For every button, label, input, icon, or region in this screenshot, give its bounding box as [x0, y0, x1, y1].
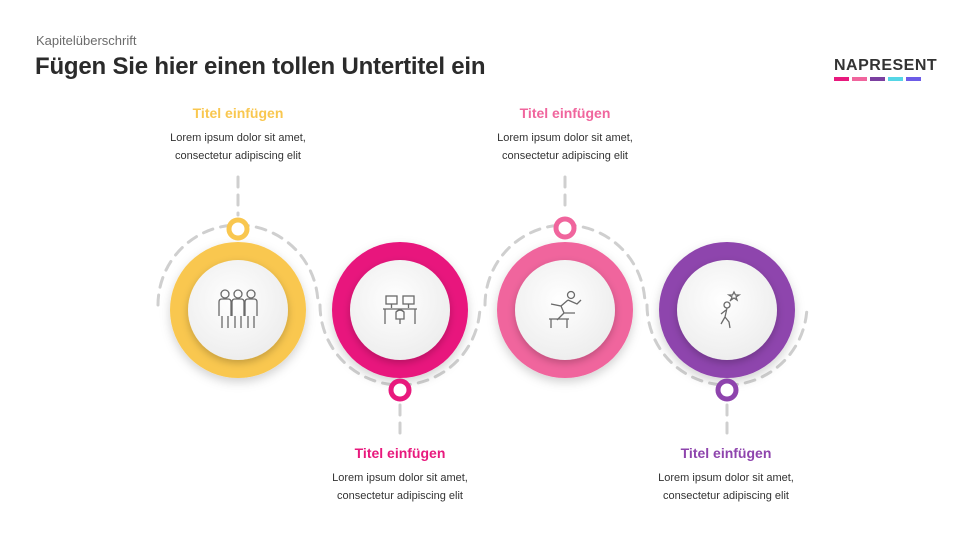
- step-4-node: [645, 242, 809, 437]
- brand-logo: NAPRESENT: [834, 57, 938, 81]
- step-description: Lorem ipsum dolor sit amet, consectetur …: [465, 129, 665, 165]
- step-2-text: Titel einfügen Lorem ipsum dolor sit ame…: [300, 445, 500, 505]
- step-description-line: consectetur adipiscing elit: [175, 150, 301, 162]
- step-3-text: Titel einfügen Lorem ipsum dolor sit ame…: [465, 105, 665, 165]
- step-4-text: Titel einfügen Lorem ipsum dolor sit ame…: [626, 445, 826, 505]
- step-title: Titel einfügen: [354, 445, 446, 461]
- step-description-line: Lorem ipsum dolor sit amet,: [658, 472, 794, 484]
- logo-bar: [870, 77, 885, 81]
- logo-bar: [888, 77, 903, 81]
- chapter-heading: Kapitelüberschrift: [36, 33, 137, 48]
- step-1-text: Titel einfügen Lorem ipsum dolor sit ame…: [138, 105, 338, 165]
- step-description: Lorem ipsum dolor sit amet, consectetur …: [300, 469, 500, 505]
- step-2-node: [318, 242, 482, 437]
- hurdle-runner-icon: [549, 290, 582, 328]
- step-description-line: consectetur adipiscing elit: [502, 150, 628, 162]
- step-description-line: consectetur adipiscing elit: [337, 490, 463, 502]
- step-title: Titel einfügen: [519, 105, 611, 121]
- step-description-line: Lorem ipsum dolor sit amet,: [497, 132, 633, 144]
- logo-bar: [906, 77, 921, 81]
- step-3-node: [483, 175, 647, 378]
- step-description-line: Lorem ipsum dolor sit amet,: [332, 472, 468, 484]
- inner-disc: [515, 260, 615, 360]
- logo-bar: [852, 77, 867, 81]
- goal-reach-icon: [720, 290, 742, 329]
- logo-text: NAPRESENT: [834, 57, 938, 74]
- step-title: Titel einfügen: [192, 105, 284, 121]
- connector-dot: [715, 378, 739, 402]
- logo-color-bars: [834, 77, 926, 81]
- page-title: Fügen Sie hier einen tollen Untertitel e…: [35, 53, 486, 80]
- step-description: Lorem ipsum dolor sit amet, consectetur …: [138, 129, 338, 165]
- connector-dot: [226, 217, 250, 241]
- workstation-icon: [383, 295, 417, 324]
- step-description-line: Lorem ipsum dolor sit amet,: [170, 132, 306, 144]
- inner-disc: [188, 260, 288, 360]
- step-description-line: consectetur adipiscing elit: [663, 490, 789, 502]
- connector-dot: [553, 216, 577, 240]
- step-title: Titel einfügen: [680, 445, 772, 461]
- step-1-node: [156, 175, 320, 378]
- connector-dot: [388, 378, 412, 402]
- team-icon: [218, 289, 258, 328]
- step-description: Lorem ipsum dolor sit amet, consectetur …: [626, 469, 826, 505]
- logo-bar: [834, 77, 849, 81]
